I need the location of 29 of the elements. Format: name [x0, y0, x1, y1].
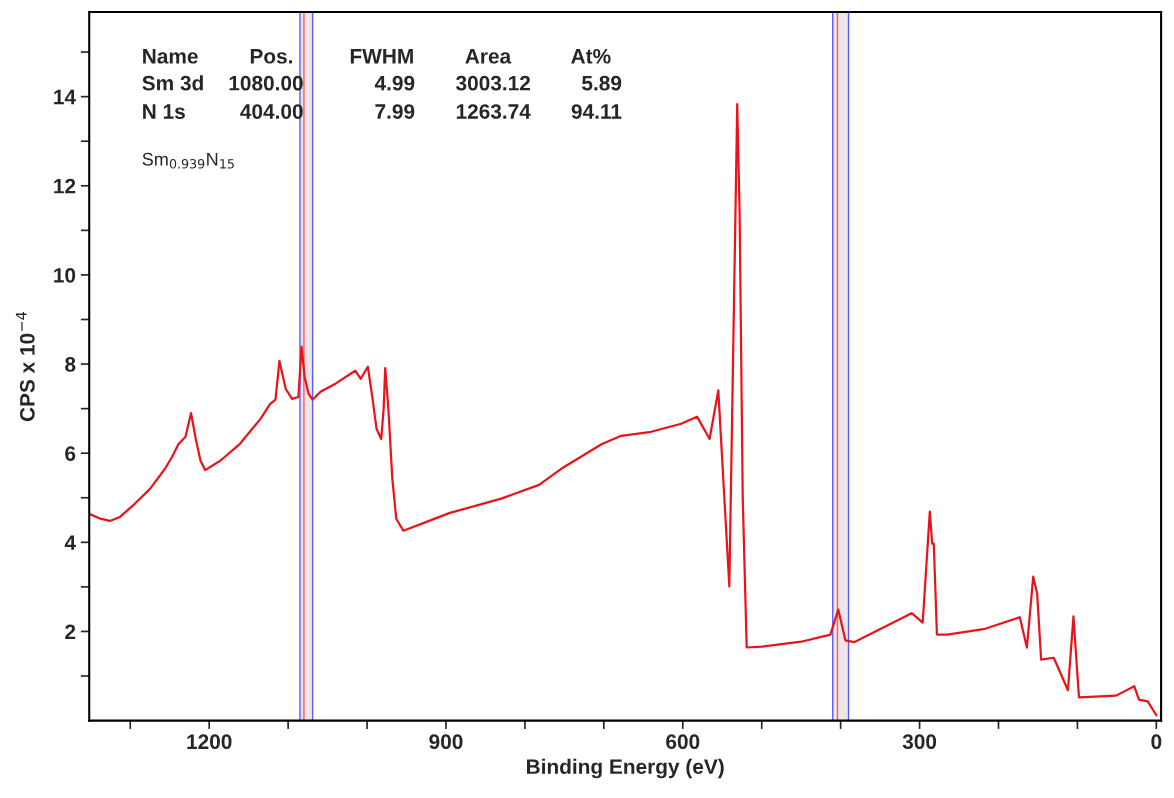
x-axis-title: Binding Energy (eV) — [527, 758, 724, 779]
y-tick-label: 14 — [54, 89, 76, 105]
annotation: 3003.12 — [456, 75, 530, 91]
x-tick-label: 1200 — [187, 734, 232, 750]
annotation: Name — [143, 49, 198, 64]
annotation: Sm$_{0.939}$N$_{15}$ — [142, 152, 234, 169]
x-tick-label: 600 — [666, 734, 700, 750]
annotation: Area — [465, 49, 512, 64]
annotation: 5.89 — [582, 75, 622, 91]
y-tick-label: 10 — [54, 267, 76, 283]
annotation: 1263.74 — [456, 104, 531, 119]
y-axis-title: CPS x 10$^{−4}$ — [15, 311, 35, 422]
annotation: At% — [571, 48, 611, 64]
line-series — [89, 103, 1158, 717]
annotation: 94.11 — [571, 104, 622, 119]
x-tick-label: 900 — [429, 734, 463, 750]
y-tick-label: 4 — [64, 535, 76, 550]
annotation: FWHM — [350, 49, 413, 64]
x-tick-label: 300 — [902, 734, 937, 750]
y-tick-label: 8 — [65, 357, 76, 372]
annotation: N 1s — [143, 104, 185, 119]
annotation: 4.99 — [374, 75, 415, 91]
annotation: Sm 3d — [142, 75, 203, 91]
y-tick-label: 6 — [65, 446, 76, 461]
annotation: 7.99 — [375, 104, 415, 119]
y-tick-label: 12 — [54, 178, 76, 194]
y-tick-label: 2 — [65, 624, 76, 640]
x-tick-label: 0 — [1151, 734, 1162, 750]
annotation: Pos. — [250, 49, 293, 64]
